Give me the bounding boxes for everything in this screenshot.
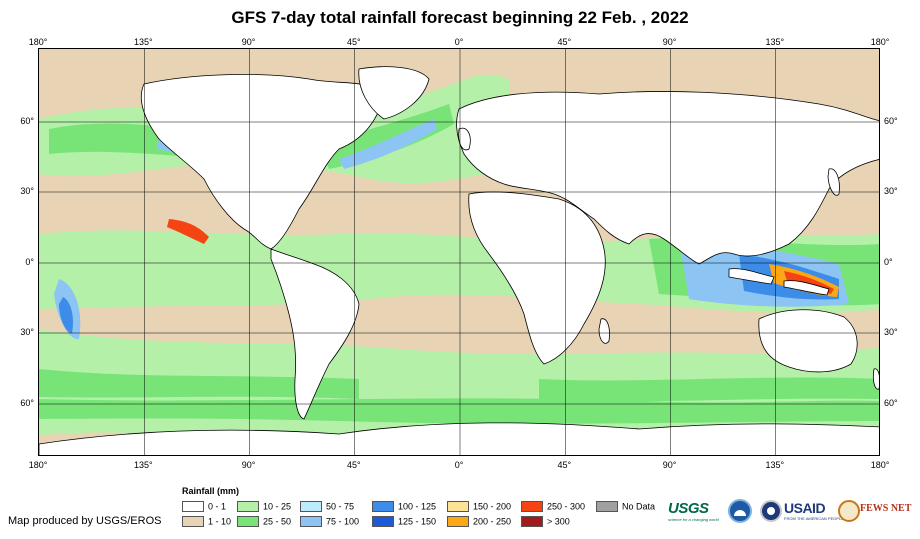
legend-label: 200 - 250	[473, 516, 512, 527]
usaid-tagline: FROM THE AMERICAN PEOPLE	[784, 516, 844, 521]
longitude-label-top: 90°	[241, 37, 256, 47]
graticule	[39, 49, 879, 455]
usaid-seal-icon	[760, 500, 782, 522]
legend-item: 0 - 1	[182, 501, 227, 513]
continents	[39, 66, 879, 455]
longitude-label-bottom: 45°	[346, 460, 361, 470]
legend-swatch	[237, 516, 259, 528]
legend-swatch	[237, 501, 259, 513]
longitude-label-top: 135°	[133, 37, 153, 47]
latitude-label-left: 60°	[20, 116, 34, 126]
rainfall-map	[38, 48, 880, 456]
legend-item: 200 - 250	[447, 516, 512, 528]
longitude-label-top: 45°	[557, 37, 572, 47]
legend-item: 125 - 150	[372, 516, 437, 528]
latitude-label-left: 60°	[20, 398, 34, 408]
fewsnet-logo-text: FEWS NET	[860, 503, 912, 514]
map-canvas	[39, 49, 879, 455]
legend-label: 0 - 1	[208, 501, 227, 512]
usaid-logo: USAID FROM THE AMERICAN PEOPLE	[784, 500, 844, 521]
legend-swatch	[447, 501, 469, 513]
legend-label: 75 - 100	[326, 516, 360, 527]
longitude-label-bottom: 135°	[765, 460, 785, 470]
credit-text: Map produced by USGS/EROS	[8, 515, 162, 527]
longitude-label-top: 180°	[870, 37, 890, 47]
legend-label: 100 - 125	[398, 501, 437, 512]
latitude-label-right: 0°	[884, 257, 893, 267]
legend-swatch	[300, 516, 322, 528]
legend-item: 1 - 10	[182, 516, 232, 528]
map-title: GFS 7-day total rainfall forecast beginn…	[231, 8, 689, 27]
longitude-label-bottom: 90°	[241, 460, 256, 470]
legend-swatch	[521, 516, 543, 528]
longitude-label-bottom: 180°	[28, 460, 48, 470]
legend-label: No Data	[622, 501, 656, 512]
legend-label: 125 - 150	[398, 516, 437, 527]
usaid-logo-text: USAID	[784, 500, 826, 516]
legend-item: No Data	[596, 501, 656, 513]
latitude-label-right: 60°	[884, 398, 898, 408]
legend-swatch	[596, 501, 618, 513]
usgs-logo-text: USGS	[668, 500, 709, 517]
legend-label: 1 - 10	[208, 516, 232, 527]
longitude-label-bottom: 45°	[557, 460, 572, 470]
noaa-logo-icon	[728, 499, 752, 523]
longitude-label-bottom: 135°	[133, 460, 153, 470]
fewsnet-logo: FEWS NET	[838, 500, 918, 524]
legend-label: > 300	[547, 516, 570, 527]
legend-label: 25 - 50	[263, 516, 292, 527]
legend-label: 50 - 75	[326, 501, 355, 512]
longitude-label-bottom: 90°	[662, 460, 677, 470]
legend-swatch	[372, 516, 394, 528]
legend-swatch	[521, 501, 543, 513]
longitude-label-top: 45°	[346, 37, 361, 47]
legend-label: 150 - 200	[473, 501, 512, 512]
legend-swatch	[182, 516, 204, 528]
legend-swatch	[447, 516, 469, 528]
legend-swatch	[372, 501, 394, 513]
legend-item: 75 - 100	[300, 516, 360, 528]
longitude-label-bottom: 0°	[454, 460, 464, 470]
latitude-label-left: 30°	[20, 327, 34, 337]
longitude-label-top: 180°	[28, 37, 48, 47]
legend-label: 250 - 300	[547, 501, 586, 512]
latitude-label-left: 30°	[20, 186, 34, 196]
legend-item: 10 - 25	[237, 501, 292, 513]
longitude-label-top: 90°	[662, 37, 677, 47]
legend-item: 250 - 300	[521, 501, 586, 513]
legend-item: > 300	[521, 516, 570, 528]
legend-title: Rainfall (mm)	[182, 486, 240, 496]
legend-swatch	[300, 501, 322, 513]
legend-item: 25 - 50	[237, 516, 292, 528]
legend-swatch	[182, 501, 204, 513]
latitude-label-right: 30°	[884, 327, 898, 337]
latitude-label-left: 0°	[25, 257, 34, 267]
fewsnet-globe-icon	[838, 500, 860, 522]
usgs-tagline: science for a changing world	[668, 517, 719, 522]
legend-item: 50 - 75	[300, 501, 355, 513]
legend-label: 10 - 25	[263, 501, 292, 512]
longitude-label-top: 0°	[454, 37, 464, 47]
legend-item: 150 - 200	[447, 501, 512, 513]
latitude-label-right: 30°	[884, 186, 898, 196]
legend-item: 100 - 125	[372, 501, 437, 513]
longitude-label-bottom: 180°	[870, 460, 890, 470]
longitude-label-top: 135°	[765, 37, 785, 47]
latitude-label-right: 60°	[884, 116, 898, 126]
usgs-logo: USGS science for a changing world	[668, 500, 724, 522]
